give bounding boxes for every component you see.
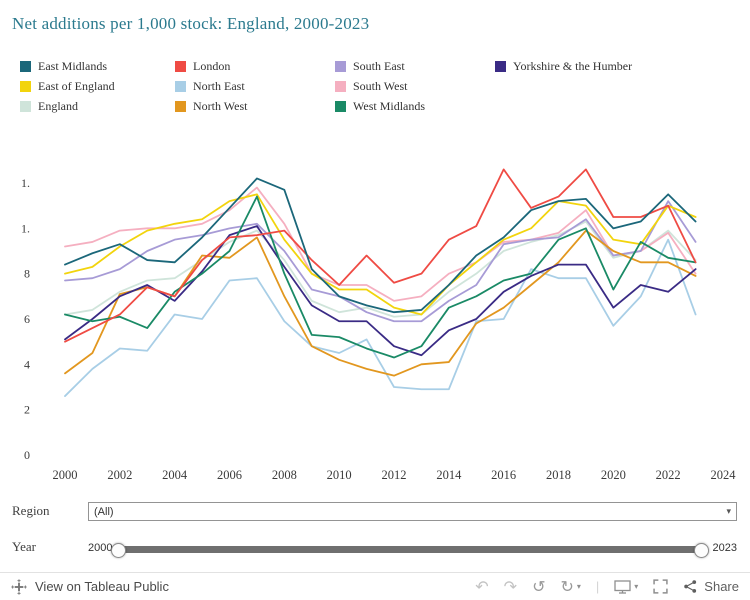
legend-swatch [175,100,186,112]
series-line-east-midlands[interactable] [64,177,697,314]
x-axis-tick-label: 2010 [327,468,352,482]
legend-item[interactable]: North East [175,78,335,93]
legend-item[interactable]: Yorkshire & the Humber [495,58,633,73]
legend-item[interactable]: London [175,58,335,73]
y-axis-tick-label: 2 [24,403,30,417]
redo-icon[interactable]: ↷ [503,576,518,596]
region-dropdown[interactable]: (All) ▾ [88,502,737,521]
year-filter: Year 2000 2023 [0,537,750,559]
series-line-north-east[interactable] [64,238,697,397]
y-axis-tick-label: 1. [21,221,30,235]
undo-icon[interactable]: ↶ [475,576,489,596]
series-line-west-midlands[interactable] [64,195,697,359]
legend-label: South East [353,58,405,73]
legend-swatch [20,100,31,112]
y-axis-tick-label: 6 [24,312,30,326]
share-icon [684,580,697,593]
year-range-slider[interactable] [111,542,709,558]
legend-swatch [335,80,346,92]
x-axis-tick-label: 2022 [656,468,681,482]
legend-item[interactable]: England [20,98,175,113]
legend-swatch [175,60,186,72]
view-on-tableau-link[interactable]: View on Tableau Public [11,578,169,595]
line-chart[interactable]: 0 2 4 6 8 1. 1. 2000 2002 2004 2006 2008 2010 2012 201… [0,148,750,493]
series-line-south-west[interactable] [64,186,697,302]
year-filter-label: Year [12,539,36,554]
region-filter: Region (All) ▾ [0,501,750,523]
legend-label: England [38,98,78,113]
x-axis-tick-label: 2006 [217,468,242,482]
toolbar-divider: | [595,579,600,594]
legend-label: West Midlands [353,98,426,113]
x-axis-tick-label: 2018 [546,468,571,482]
legend-swatch [20,80,31,92]
x-axis-tick-label: 2002 [107,468,132,482]
device-layout-menu[interactable]: ▾ [614,579,639,594]
legend-item[interactable]: South East [335,58,495,73]
y-axis-tick-label: 8 [24,267,30,281]
legend-label: East Midlands [38,58,107,73]
series-line-south-east[interactable] [64,200,697,323]
region-filter-label: Region [12,503,50,518]
reset-icon[interactable]: ↺ [532,576,546,596]
x-axis-tick-label: 2012 [382,468,407,482]
legend-item[interactable]: West Midlands [335,98,495,113]
year-slider-max-label: 2023 [712,542,737,554]
region-dropdown-value: (All) [94,505,114,518]
chevron-down-icon[interactable]: ▾ [634,582,639,591]
legend-item[interactable]: East of England [20,78,175,93]
x-axis-tick-label: 2004 [162,468,188,482]
tableau-logo-icon [11,578,27,595]
fullscreen-icon[interactable] [653,579,668,594]
chevron-down-icon: ▾ [726,506,731,517]
legend-label: South West [353,78,408,93]
legend-swatch [175,80,186,92]
legend-label: North West [193,98,248,113]
chevron-down-icon[interactable]: ▾ [576,582,581,591]
series-line-england[interactable] [64,220,697,318]
slider-track[interactable] [116,546,704,553]
refresh-icon[interactable]: ↻ [560,576,574,596]
legend-swatch [20,60,31,72]
chart-area[interactable]: 0 2 4 6 8 1. 1. 2000 2002 2004 2006 2008 2010 2012 201… [0,148,750,493]
legend-label: Yorkshire & the Humber [513,58,633,73]
share-label: Share [704,579,739,594]
legend-swatch [495,60,506,72]
embed-footer: View on Tableau Public ↶ ↷ ↺ ↻ ▾ | ▾ [0,572,750,600]
x-axis-tick-label: 2014 [436,468,462,482]
chart-title: Net additions per 1,000 stock: England, … [12,14,370,33]
legend: East Midlands East of England England Londo… [20,58,633,113]
x-axis-tick-label: 2008 [272,468,297,482]
y-axis-tick-label: 4 [24,357,30,371]
embed-toolbar: ↶ ↷ ↺ ↻ ▾ | ▾ [475,576,739,596]
legend-label: East of England [38,78,115,93]
legend-label: London [193,58,231,73]
x-axis-tick-label: 2016 [491,468,516,482]
legend-label: North East [193,78,245,93]
view-on-tableau-label: View on Tableau Public [35,579,169,594]
legend-item[interactable]: South West [335,78,495,93]
legend-item[interactable]: East Midlands [20,58,175,73]
legend-item[interactable]: North West [175,98,335,113]
y-axis-tick-label: 1. [21,176,30,190]
y-axis-tick-label: 0 [24,448,30,462]
year-slider-min-label: 2000 [88,542,113,554]
monitor-icon [614,579,631,594]
x-axis-tick-label: 2000 [53,468,78,482]
legend-swatch [335,100,346,112]
x-axis-tick-label: 2020 [601,468,626,482]
legend-swatch [335,60,346,72]
refresh-menu[interactable]: ↻ ▾ [560,576,581,596]
series-line-london[interactable] [64,168,697,343]
x-axis-tick-label: 2024 [711,468,737,482]
series-line-east-of-england[interactable] [64,193,697,316]
slider-handle-right[interactable] [694,542,709,558]
slider-handle-left[interactable] [111,542,126,558]
share-button[interactable]: Share [683,579,739,594]
